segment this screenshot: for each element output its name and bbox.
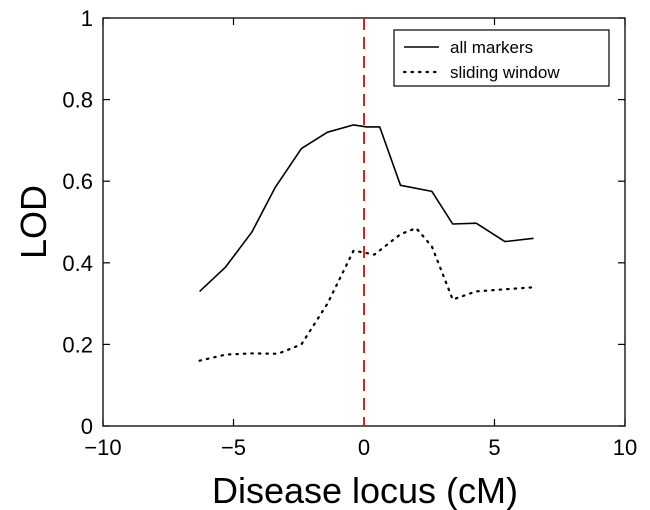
legend-box <box>393 29 610 87</box>
y-tick-label: 0 <box>81 414 93 439</box>
x-tick-label: −10 <box>84 435 121 460</box>
plot-area: −10 −5 0 5 10 0 0.2 0.4 0.6 0.8 1 all markers slidin… <box>62 6 637 460</box>
legend-label: sliding window <box>450 63 560 82</box>
y-axis-title: LOD <box>13 185 54 259</box>
y-tick-label: 0.8 <box>62 88 93 113</box>
legend-label: all markers <box>450 38 533 57</box>
series-line-all-markers <box>199 124 534 292</box>
x-tick-label: 10 <box>613 435 637 460</box>
y-tick-label: 0.2 <box>62 332 93 357</box>
x-axis-title: Disease locus (cM) <box>212 470 518 510</box>
series-line-sliding-window <box>198 227 535 362</box>
x-tick-label: 5 <box>488 435 500 460</box>
x-tick-label: 0 <box>358 435 370 460</box>
y-tick-label: 0.6 <box>62 169 93 194</box>
y-tick-label: 0.4 <box>62 251 93 276</box>
y-tick-label: 1 <box>81 6 93 31</box>
x-tick-label: −5 <box>221 435 246 460</box>
